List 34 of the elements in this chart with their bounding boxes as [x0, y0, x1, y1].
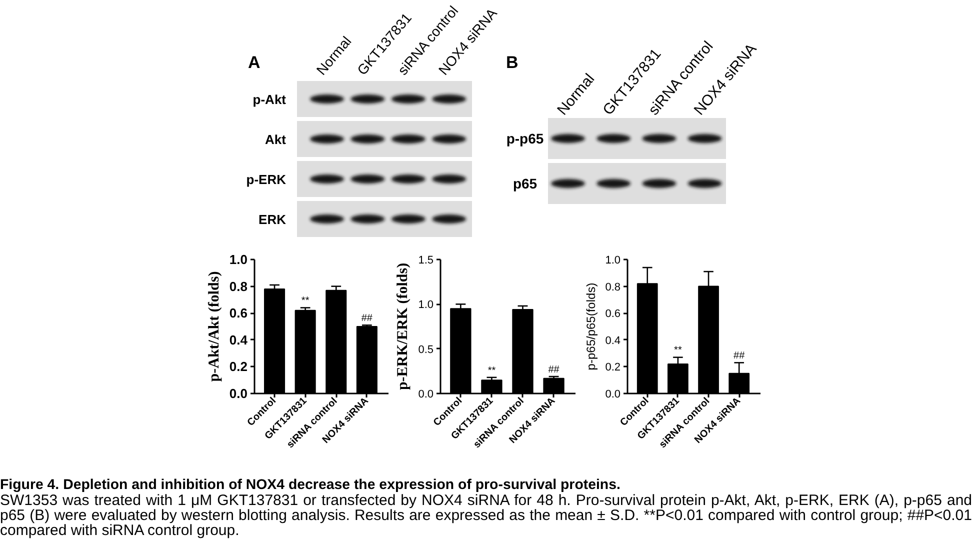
- text: SW1353 was treated with 1 μM GKT137831 or transfected by NOX4 siRNA for 48 h. Pro-survival protein p-Akt, Akt, p-ERK, ERK (A), p-p65 and p65 (B) were evaluated by western blotting analysis. Results are expressed as the mean ± S.D. **P<0.01 compared with control group; ##P<0.01 compared with siRNA control group.: [0, 492, 972, 539]
- y-tick-label: 1.0: [229, 252, 248, 267]
- category-label: Akt: [265, 132, 286, 147]
- y-tick-label: 0.8: [229, 278, 248, 294]
- annotation: ##: [548, 364, 560, 376]
- text: Figure 4. Depletion and inhibition of NOX4 decrease the expression of pro-survival proteins.: [0, 477, 622, 493]
- y-tick-label: 0.5: [418, 344, 434, 356]
- text: A: [248, 53, 260, 72]
- y-tick-label: 0.2: [605, 362, 621, 374]
- annotation: ##: [361, 312, 373, 324]
- category-label: p-ERK: [246, 172, 286, 187]
- y-tick-label: 1.0: [605, 254, 621, 266]
- y-tick-label: 0.6: [605, 308, 621, 320]
- y-axis-title: p-p65/p65(folds): [584, 282, 598, 370]
- annotation: **: [301, 295, 310, 306]
- y-tick-label: 0.0: [605, 388, 621, 400]
- y-tick-label: 1.0: [418, 299, 434, 312]
- y-tick-label: 0.8: [605, 281, 621, 294]
- y-tick-label: 0.6: [229, 306, 248, 321]
- annotation: ##: [734, 350, 746, 362]
- y-tick-label: 1.5: [418, 254, 434, 266]
- annotation: **: [488, 366, 496, 377]
- y-tick-label: 0.4: [229, 332, 248, 348]
- y-tick-label: 0.0: [418, 388, 434, 400]
- y-tick-label: 0.2: [229, 359, 248, 374]
- category-label: ERK: [258, 212, 286, 227]
- category-label: p65: [512, 176, 538, 192]
- category-label: p-Akt: [252, 92, 286, 107]
- y-axis-title: p-ERK/ERK (folds): [395, 262, 412, 390]
- y-tick-label: 0.4: [605, 334, 621, 347]
- y-axis-title: p-Akt/Akt (folds): [206, 271, 222, 382]
- text: B: [506, 53, 518, 72]
- annotation: **: [674, 344, 682, 356]
- category-label: p-p65: [506, 130, 544, 146]
